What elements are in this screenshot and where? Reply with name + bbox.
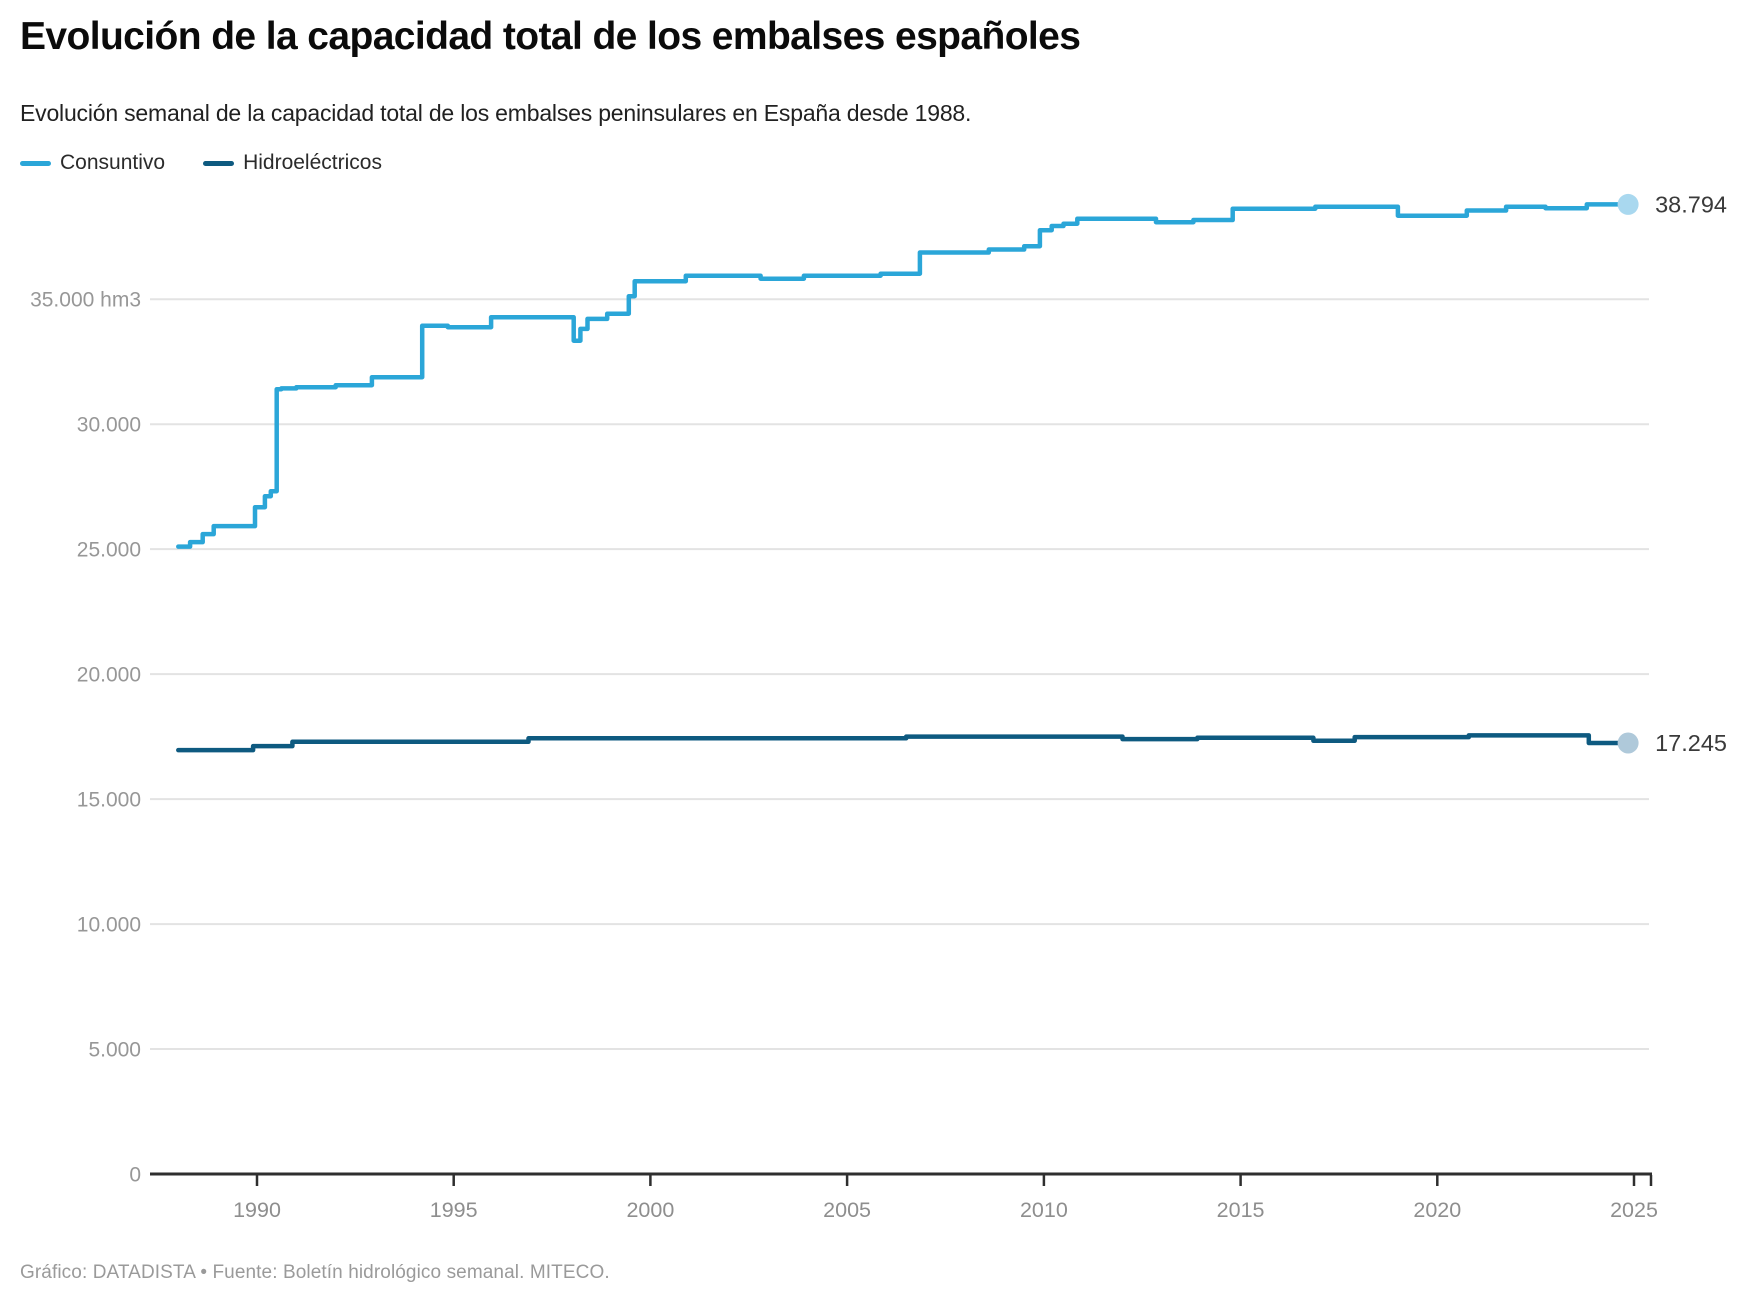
x-axis-tick-label: 2005 xyxy=(823,1198,871,1222)
page-title: Evolución de la capacidad total de los e… xyxy=(20,15,1081,58)
legend-item-consuntivo[interactable]: Consuntivo xyxy=(20,151,165,175)
series-end-dot-hidroeléctricos[interactable] xyxy=(1617,732,1639,754)
y-axis-tick-label: 15.000 xyxy=(77,789,141,812)
y-axis-tick-label: 5.000 xyxy=(88,1039,141,1062)
consuntivo-line-swatch-icon xyxy=(20,160,51,166)
legend-item-hidroelectricos[interactable]: Hidroeléctricos xyxy=(203,151,382,175)
hidroelectricos-line-swatch-icon xyxy=(203,160,235,166)
series-line-consuntivo[interactable] xyxy=(176,202,1631,549)
legend-label: Hidroeléctricos xyxy=(243,151,382,174)
series-end-dot-consuntivo[interactable] xyxy=(1617,193,1639,215)
x-axis-tick-label: 1995 xyxy=(430,1198,478,1222)
x-axis-tick-label: 1990 xyxy=(233,1198,281,1222)
y-axis-tick-label: 20.000 xyxy=(77,664,141,687)
chart-subtitle: Evolución semanal de la capacidad total … xyxy=(20,100,972,126)
x-axis-tick-label: 2015 xyxy=(1217,1198,1265,1222)
series-line-hidroeléctricos[interactable] xyxy=(176,733,1631,753)
chart-legend: Consuntivo Hidroeléctricos xyxy=(20,151,382,175)
x-axis-tick-label: 2025 xyxy=(1610,1198,1658,1222)
x-axis-tick-label: 2020 xyxy=(1413,1198,1461,1222)
x-axis-tick-label: 2000 xyxy=(626,1198,674,1222)
chart-header: Evolución de la capacidad total de los e… xyxy=(20,14,1720,127)
y-axis-tick-label: 25.000 xyxy=(77,539,141,562)
legend-label: Consuntivo xyxy=(60,151,166,174)
x-axis-tick-label: 2010 xyxy=(1020,1198,1068,1222)
chart-credit: Gráfico: DATADISTA • Fuente: Boletín hid… xyxy=(20,1262,610,1283)
series-end-value-label: 38.794 xyxy=(1655,191,1727,217)
series-end-value-label: 17.245 xyxy=(1655,730,1727,756)
y-axis-tick-label: 10.000 xyxy=(77,914,141,937)
y-axis-tick-label: 0 xyxy=(129,1164,141,1187)
y-axis-tick-label: 35.000 hm3 xyxy=(30,289,141,312)
y-axis-tick-label: 30.000 xyxy=(77,414,141,437)
